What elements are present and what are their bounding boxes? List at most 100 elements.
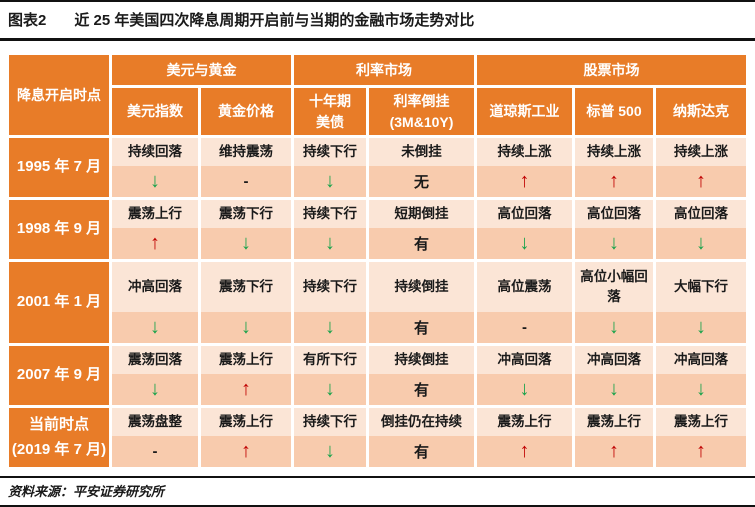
trend-text: 冲高回落	[477, 346, 572, 374]
trend-cell: 冲高回落 ↓	[575, 346, 653, 405]
trend-indicator-up: ↑	[575, 436, 653, 467]
trend-text: 持续上涨	[656, 138, 747, 166]
trend-text: 震荡上行	[477, 408, 572, 436]
trend-text: 持续上涨	[477, 138, 572, 166]
col-header-nasdaq: 纳斯达克	[656, 88, 747, 135]
trend-indicator-flat: 无	[369, 166, 474, 197]
trend-indicator-flat: 有	[369, 374, 474, 405]
trend-cell: 持续回落 ↓	[112, 138, 198, 197]
trend-cell: 持续上涨 ↑	[656, 138, 747, 197]
trend-indicator-up: ↑	[575, 166, 653, 197]
trend-cell: 短期倒挂有	[369, 200, 474, 259]
trend-text: 未倒挂	[369, 138, 474, 166]
trend-text: 高位回落	[575, 200, 653, 228]
trend-indicator-down: ↓	[656, 374, 747, 405]
trend-indicator-up: ↑	[656, 166, 747, 197]
trend-text: 震荡上行	[575, 408, 653, 436]
trend-indicator-down: ↓	[201, 228, 291, 259]
table-row: 当前时点 (2019 年 7 月) 震荡盘整 - 震荡上行 ↑ 持续下行 ↓ 倒挂仍在持续有震荡…	[9, 408, 747, 467]
trend-text: 高位小幅回落	[575, 262, 653, 312]
trend-text: 震荡上行	[656, 408, 747, 436]
trend-indicator-up: ↑	[201, 436, 291, 467]
col-header-usd-index: 美元指数	[112, 88, 198, 135]
table-row: 1998 年 9 月震荡上行 ↑ 震荡下行 ↓ 持续下行 ↓ 短期倒挂有高位回落 ↓ 高位回落 ↓…	[9, 200, 747, 259]
trend-cell: 持续上涨 ↑	[477, 138, 572, 197]
trend-cell: 有所下行 ↓	[294, 346, 366, 405]
col-header-us-10y-bond: 十年期 美债	[294, 88, 366, 135]
trend-text: 持续倒挂	[369, 262, 474, 312]
figure-tag: 图表2	[8, 12, 47, 29]
trend-cell: 高位回落 ↓	[575, 200, 653, 259]
trend-indicator-down: ↓	[294, 312, 366, 343]
table-row: 1995 年 7 月持续回落 ↓ 维持震荡 - 持续下行 ↓ 未倒挂无持续上涨 ↑ 持续上涨 ↑ 持…	[9, 138, 747, 197]
group-header: 美元与黄金	[112, 55, 291, 85]
trend-cell: 持续下行 ↓	[294, 200, 366, 259]
trend-text: 倒挂仍在持续	[369, 408, 474, 436]
trend-indicator-down: ↓	[575, 312, 653, 343]
trend-cell: 大幅下行 ↓	[656, 262, 747, 343]
trend-text: 短期倒挂	[369, 200, 474, 228]
trend-cell: 持续下行 ↓	[294, 138, 366, 197]
table-body: 1995 年 7 月持续回落 ↓ 维持震荡 - 持续下行 ↓ 未倒挂无持续上涨 ↑ 持续上涨 ↑ 持…	[9, 138, 747, 467]
trend-text: 震荡回落	[112, 346, 198, 374]
table-head: 降息开启时点 美元与黄金 利率市场 股票市场 美元指数 黄金价格 十年期 美债 利率倒挂 (3M&…	[9, 55, 747, 135]
col-header-yield-inversion: 利率倒挂 (3M&10Y)	[369, 88, 474, 135]
trend-text: 持续下行	[294, 200, 366, 228]
trend-text: 冲高回落	[112, 262, 198, 312]
trend-cell: 震荡上行 ↑	[575, 408, 653, 467]
trend-cell: 高位震荡 -	[477, 262, 572, 343]
trend-cell: 高位回落 ↓	[656, 200, 747, 259]
trend-indicator-flat: 有	[369, 228, 474, 259]
trend-indicator-down: ↓	[112, 312, 198, 343]
trend-text: 持续回落	[112, 138, 198, 166]
trend-cell: 未倒挂无	[369, 138, 474, 197]
trend-indicator-down: ↓	[201, 312, 291, 343]
row-label: 当前时点 (2019 年 7 月)	[9, 408, 109, 467]
trend-indicator-down: ↓	[294, 166, 366, 197]
row-label: 2007 年 9 月	[9, 346, 109, 405]
trend-indicator-flat: 有	[369, 312, 474, 343]
header-sub-row: 美元指数 黄金价格 十年期 美债 利率倒挂 (3M&10Y) 道琼斯工业 标普 500 纳斯达克	[9, 88, 747, 135]
trend-cell: 震荡回落 ↓	[112, 346, 198, 405]
trend-cell: 高位回落 ↓	[477, 200, 572, 259]
trend-cell: 震荡上行 ↑	[656, 408, 747, 467]
trend-indicator-down: ↓	[294, 228, 366, 259]
trend-cell: 倒挂仍在持续有	[369, 408, 474, 467]
comparison-table: 降息开启时点 美元与黄金 利率市场 股票市场 美元指数 黄金价格 十年期 美债 利率倒挂 (3M&…	[6, 52, 749, 470]
trend-text: 震荡下行	[201, 262, 291, 312]
trend-indicator-down: ↓	[656, 228, 747, 259]
trend-text: 震荡上行	[201, 346, 291, 374]
trend-cell: 持续下行 ↓	[294, 262, 366, 343]
trend-text: 高位回落	[477, 200, 572, 228]
source-note: 资料来源：平安证券研究所	[8, 484, 165, 499]
trend-text: 持续下行	[294, 408, 366, 436]
trend-cell: 震荡上行 ↑	[112, 200, 198, 259]
trend-text: 持续下行	[294, 262, 366, 312]
trend-cell: 震荡上行 ↑	[201, 346, 291, 405]
trend-cell: 冲高回落 ↓	[477, 346, 572, 405]
group-header: 股票市场	[477, 55, 747, 85]
trend-indicator-down: ↓	[112, 374, 198, 405]
trend-cell: 持续倒挂有	[369, 346, 474, 405]
trend-indicator-down: ↓	[112, 166, 198, 197]
trend-text: 震荡下行	[201, 200, 291, 228]
trend-cell: 冲高回落 ↓	[656, 346, 747, 405]
trend-cell: 持续倒挂有	[369, 262, 474, 343]
trend-cell: 震荡盘整 -	[112, 408, 198, 467]
trend-text: 持续上涨	[575, 138, 653, 166]
trend-text: 冲高回落	[575, 346, 653, 374]
table-row: 2001 年 1 月冲高回落 ↓ 震荡下行 ↓ 持续下行 ↓ 持续倒挂有高位震荡 - 高位小幅回…	[9, 262, 747, 343]
comparison-table-wrap: 降息开启时点 美元与黄金 利率市场 股票市场 美元指数 黄金价格 十年期 美债 利率倒挂 (3M&…	[6, 52, 749, 470]
trend-indicator-up: ↑	[201, 374, 291, 405]
trend-cell: 持续上涨 ↑	[575, 138, 653, 197]
trend-cell: 震荡上行 ↑	[201, 408, 291, 467]
trend-indicator-flat: -	[112, 436, 198, 467]
row-label: 1995 年 7 月	[9, 138, 109, 197]
group-header: 利率市场	[294, 55, 474, 85]
trend-indicator-down: ↓	[656, 312, 747, 343]
trend-indicator-flat: 有	[369, 436, 474, 467]
trend-cell: 高位小幅回落 ↓	[575, 262, 653, 343]
trend-indicator-up: ↑	[112, 228, 198, 259]
row-label: 2001 年 1 月	[9, 262, 109, 343]
